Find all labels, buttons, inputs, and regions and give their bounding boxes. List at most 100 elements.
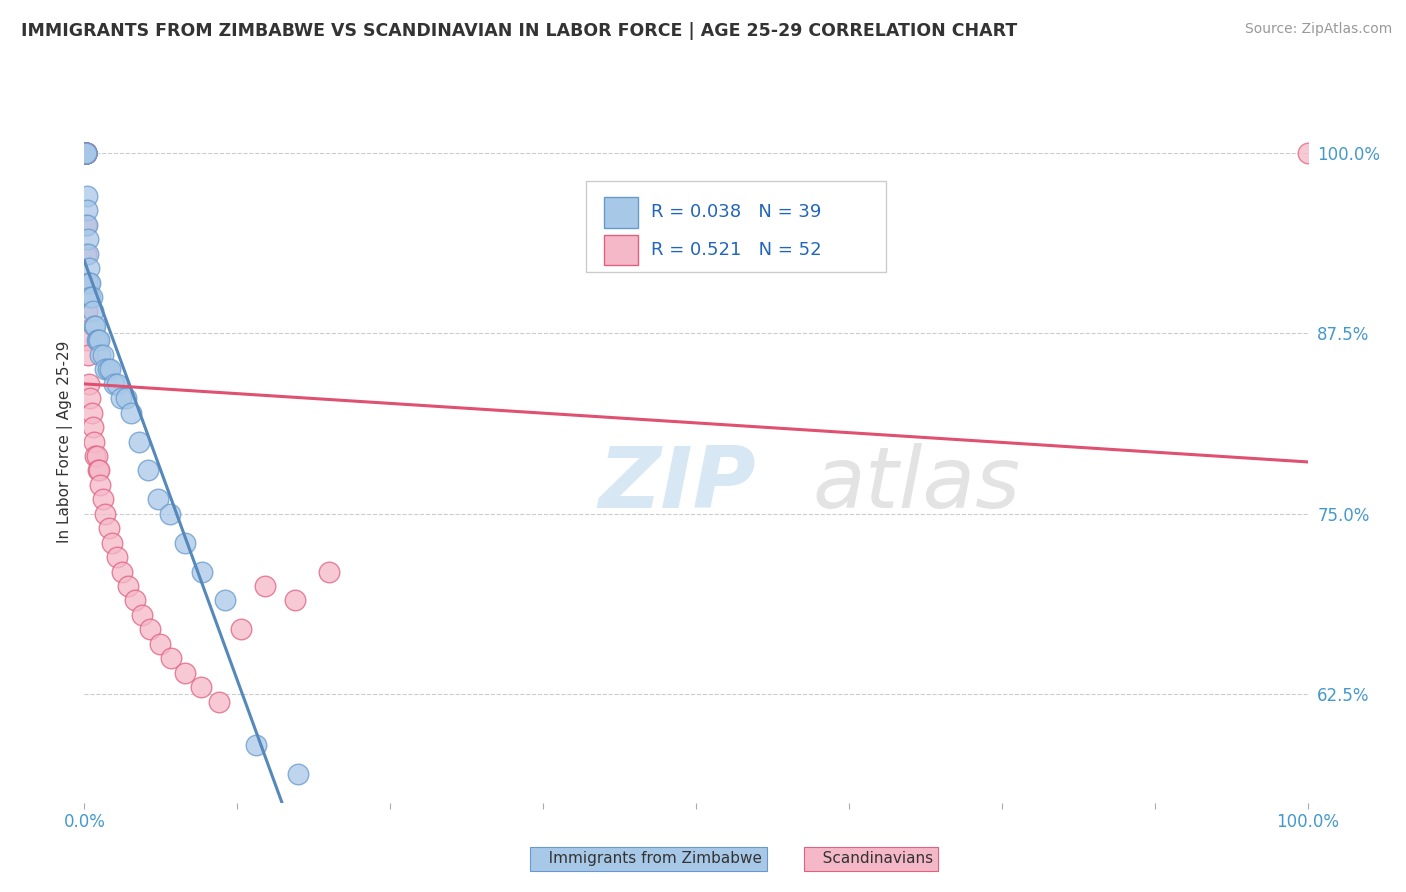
Point xyxy=(97,362,120,376)
Point xyxy=(75,145,97,160)
FancyBboxPatch shape xyxy=(605,197,638,227)
Point xyxy=(77,376,100,391)
FancyBboxPatch shape xyxy=(586,181,886,272)
Point xyxy=(76,189,98,203)
Point xyxy=(110,391,132,405)
Point xyxy=(75,145,97,160)
Point xyxy=(79,276,101,290)
Point xyxy=(94,507,117,521)
Point xyxy=(75,145,97,160)
Point xyxy=(84,318,107,333)
Point xyxy=(284,593,307,607)
Point xyxy=(86,334,108,348)
Point xyxy=(287,767,309,781)
Point xyxy=(105,376,128,391)
Text: ZIP: ZIP xyxy=(598,443,756,526)
Point xyxy=(75,145,97,160)
Text: Immigrants from Zimbabwe: Immigrants from Zimbabwe xyxy=(534,852,762,866)
Point xyxy=(87,463,110,477)
Point xyxy=(75,145,97,160)
Point xyxy=(191,565,214,579)
Point xyxy=(97,521,120,535)
Point xyxy=(75,145,97,160)
Point xyxy=(79,391,101,405)
Point xyxy=(75,145,97,160)
Point xyxy=(318,565,340,579)
Point xyxy=(77,246,100,260)
Point xyxy=(131,607,153,622)
Point xyxy=(75,145,97,160)
Point xyxy=(91,492,114,507)
Point xyxy=(173,665,195,680)
Point xyxy=(124,593,146,607)
Point xyxy=(75,145,97,160)
Point xyxy=(82,420,104,434)
Point xyxy=(190,680,212,694)
Point xyxy=(80,290,103,304)
Point xyxy=(149,637,172,651)
Point xyxy=(160,651,183,665)
Point xyxy=(87,334,110,348)
Point xyxy=(101,535,124,549)
Point xyxy=(254,579,277,593)
Point xyxy=(75,145,97,160)
Point xyxy=(82,304,104,318)
Point xyxy=(128,434,150,449)
Point xyxy=(245,738,267,752)
Point xyxy=(75,145,97,160)
Point xyxy=(84,449,107,463)
Text: R = 0.038   N = 39: R = 0.038 N = 39 xyxy=(651,203,821,221)
Point xyxy=(115,391,138,405)
Text: Scandinavians: Scandinavians xyxy=(808,852,934,866)
Point xyxy=(91,348,114,362)
Point xyxy=(208,695,231,709)
Point xyxy=(136,463,159,477)
Point xyxy=(75,145,97,160)
Point xyxy=(103,376,125,391)
Point xyxy=(87,334,110,348)
Point xyxy=(76,276,98,290)
Text: atlas: atlas xyxy=(813,443,1021,526)
Point xyxy=(75,145,97,160)
Point xyxy=(1296,145,1319,160)
Point xyxy=(120,406,142,420)
Point xyxy=(83,434,105,449)
Point xyxy=(75,145,97,160)
Point xyxy=(111,565,134,579)
Point xyxy=(75,145,97,160)
Point xyxy=(76,334,98,348)
Point xyxy=(173,535,195,549)
Point xyxy=(159,507,181,521)
Point xyxy=(77,261,100,276)
FancyBboxPatch shape xyxy=(605,235,638,265)
Point xyxy=(75,145,97,160)
Point xyxy=(89,478,111,492)
Point xyxy=(75,145,97,160)
Point xyxy=(77,348,100,362)
Point xyxy=(98,362,121,376)
Point xyxy=(89,348,111,362)
Text: Source: ZipAtlas.com: Source: ZipAtlas.com xyxy=(1244,22,1392,37)
Point xyxy=(214,593,236,607)
Point xyxy=(77,276,100,290)
Point xyxy=(94,362,117,376)
Point xyxy=(75,145,97,160)
Point xyxy=(75,145,97,160)
Text: R = 0.521   N = 52: R = 0.521 N = 52 xyxy=(651,241,821,259)
Point xyxy=(75,218,97,232)
Y-axis label: In Labor Force | Age 25-29: In Labor Force | Age 25-29 xyxy=(58,341,73,542)
Point xyxy=(146,492,169,507)
Point xyxy=(75,145,97,160)
Point xyxy=(76,218,98,232)
Point xyxy=(76,203,98,218)
Point xyxy=(139,623,162,637)
Point xyxy=(79,290,101,304)
Point xyxy=(86,449,108,463)
Point xyxy=(77,232,100,246)
Point xyxy=(80,406,103,420)
Point xyxy=(87,463,110,477)
Point xyxy=(105,550,128,565)
Point xyxy=(83,318,105,333)
Point xyxy=(75,246,97,260)
Point xyxy=(76,304,98,318)
